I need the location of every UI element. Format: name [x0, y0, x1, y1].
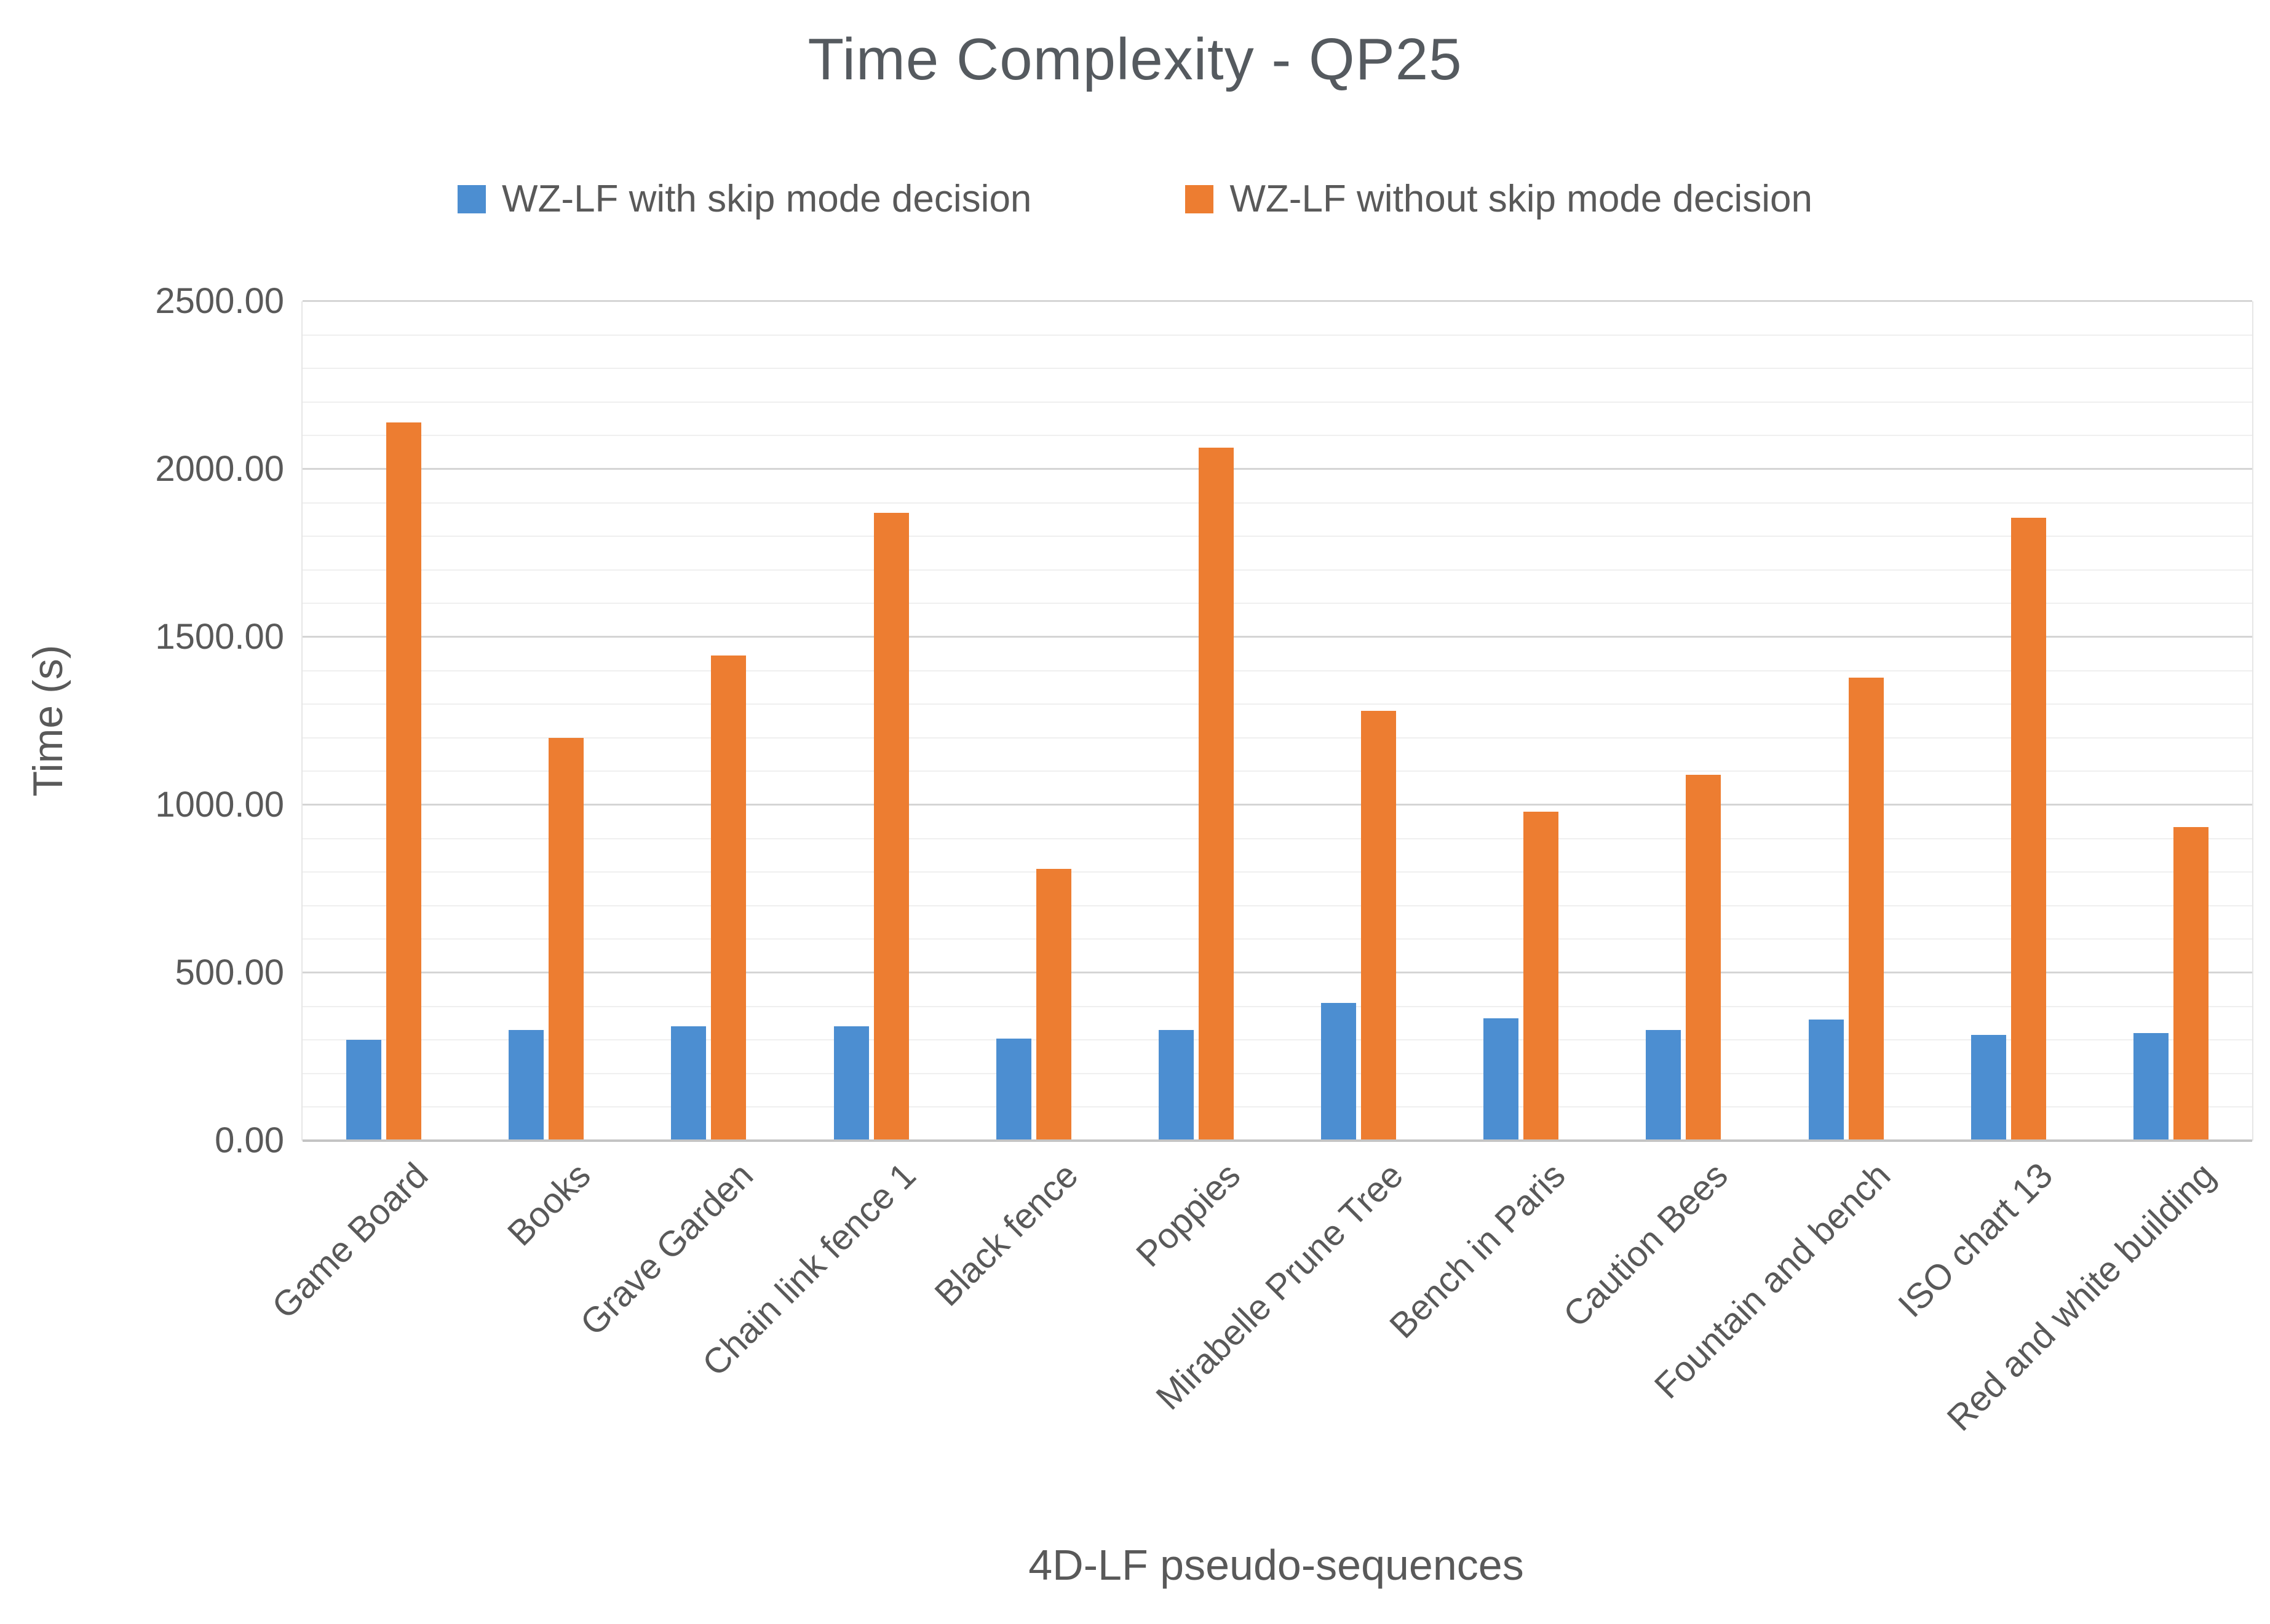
x-tick-label-1: Books: [499, 1155, 598, 1254]
bar-group-2: [627, 301, 790, 1141]
y-tick-label-2000.00: 2000.00: [155, 449, 284, 489]
bar-with-skip-0: [346, 1040, 382, 1141]
bar-group-4: [953, 301, 1115, 1141]
minor-gridline-2400: [303, 334, 2252, 336]
bar-with-skip-11: [2133, 1033, 2169, 1141]
bar-with-skip-1: [509, 1029, 544, 1141]
minor-gridline-300: [303, 1039, 2252, 1041]
legend-swatch-with-skip: [458, 184, 486, 213]
y-tick-label-2500.00: 2500.00: [155, 281, 284, 321]
bar-group-1: [465, 301, 627, 1141]
y-tick-label-1000.00: 1000.00: [155, 785, 284, 825]
legend-item-with-skip: WZ-LF with skip mode decision: [458, 177, 1031, 221]
minor-gridline-1800: [303, 536, 2252, 537]
bar-with-skip-4: [996, 1038, 1031, 1141]
major-gridline-1000: [303, 804, 2252, 806]
legend-label-with-skip: WZ-LF with skip mode decision: [502, 178, 1032, 220]
bar-group-8: [1602, 301, 1764, 1141]
y-tick-label-0.00: 0.00: [215, 1120, 284, 1160]
legend: WZ-LF with skip mode decision WZ-LF with…: [0, 177, 2270, 221]
bar-group-3: [790, 301, 953, 1141]
minor-gridline-1400: [303, 670, 2252, 671]
bar-group-10: [1927, 301, 2090, 1141]
minor-gridline-2200: [303, 401, 2252, 403]
bar-group-7: [1440, 301, 1602, 1141]
bar-with-skip-9: [1808, 1020, 1844, 1141]
minor-gridline-1600: [303, 603, 2252, 604]
major-gridline-500: [303, 972, 2252, 973]
x-tick-label-7: Bench in Paris: [1382, 1155, 1573, 1346]
minor-gridline-1900: [303, 502, 2252, 504]
bar-without-skip-5: [1198, 447, 1234, 1141]
major-gridline-2500: [303, 300, 2252, 302]
bar-without-skip-7: [1523, 811, 1559, 1141]
bar-without-skip-10: [2010, 518, 2046, 1141]
bar-without-skip-9: [1848, 677, 1884, 1141]
bar-without-skip-4: [1036, 868, 1071, 1141]
x-tick-label-2: Grave Garden: [573, 1155, 761, 1344]
y-tick-label-1500.00: 1500.00: [155, 617, 284, 657]
minor-gridline-800: [303, 871, 2252, 873]
bar-with-skip-3: [833, 1026, 869, 1141]
bar-with-skip-8: [1646, 1029, 1681, 1141]
minor-gridline-2300: [303, 368, 2252, 370]
bars-container: [303, 301, 2252, 1141]
bar-without-skip-1: [549, 737, 584, 1141]
bar-with-skip-5: [1158, 1029, 1194, 1141]
y-axis-title: Time (s): [25, 644, 71, 797]
plot-area: [301, 300, 2253, 1142]
x-axis-title: 4D-LF pseudo-sequences: [1028, 1541, 1524, 1589]
minor-gridline-100: [303, 1106, 2252, 1108]
legend-item-without-skip: WZ-LF without skip mode decision: [1185, 177, 1812, 221]
minor-gridline-200: [303, 1072, 2252, 1074]
bar-without-skip-8: [1686, 774, 1721, 1141]
bar-group-11: [2090, 301, 2252, 1141]
bar-group-5: [1115, 301, 1277, 1141]
minor-gridline-1700: [303, 569, 2252, 571]
bar-group-0: [303, 301, 465, 1141]
bar-with-skip-2: [671, 1026, 707, 1141]
x-tick-label-0: Game Board: [264, 1155, 436, 1327]
minor-gridline-900: [303, 838, 2252, 839]
y-tick-label-500.00: 500.00: [175, 953, 284, 992]
minor-gridline-1300: [303, 703, 2252, 705]
minor-gridline-700: [303, 905, 2252, 906]
legend-label-without-skip: WZ-LF without skip mode decision: [1229, 178, 1812, 220]
bar-without-skip-6: [1361, 711, 1397, 1141]
major-gridline-1500: [303, 636, 2252, 638]
minor-gridline-400: [303, 1005, 2252, 1007]
bar-without-skip-3: [873, 513, 909, 1141]
bar-group-6: [1277, 301, 1440, 1141]
minor-gridline-1200: [303, 737, 2252, 739]
x-tick-label-8: Caution Bees: [1555, 1155, 1736, 1335]
major-gridline-2000: [303, 468, 2252, 470]
bar-with-skip-10: [1970, 1035, 2006, 1141]
minor-gridline-600: [303, 938, 2252, 940]
legend-swatch-without-skip: [1185, 184, 1214, 213]
bar-without-skip-11: [2173, 826, 2208, 1141]
bar-with-skip-7: [1483, 1018, 1519, 1141]
minor-gridline-1100: [303, 770, 2252, 772]
x-tick-label-10: ISO chart 13: [1891, 1155, 2061, 1325]
minor-gridline-2100: [303, 435, 2252, 437]
bar-without-skip-0: [386, 422, 422, 1141]
bar-with-skip-6: [1321, 1003, 1357, 1141]
x-axis-line: [303, 1139, 2252, 1142]
bar-group-9: [1765, 301, 1927, 1141]
x-tick-label-4: Black fence: [927, 1155, 1086, 1314]
bar-without-skip-2: [711, 656, 747, 1141]
chart-title: Time Complexity - QP25: [808, 26, 1462, 92]
x-tick-label-11: Red and white building: [1939, 1155, 2223, 1439]
x-tick-label-5: Poppies: [1129, 1155, 1248, 1275]
